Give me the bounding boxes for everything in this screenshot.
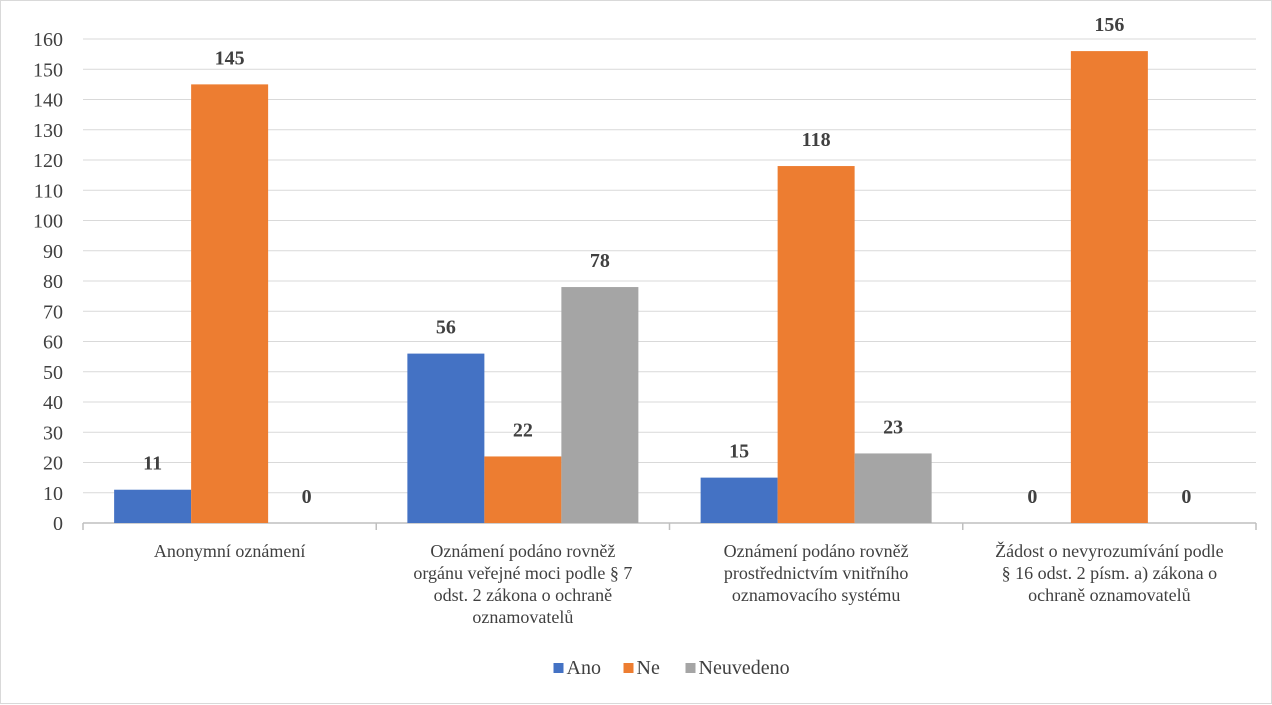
- y-tick-label: 80: [43, 271, 63, 293]
- data-label: 15: [729, 441, 749, 463]
- bar-ne: [484, 456, 562, 523]
- y-tick-label: 130: [33, 120, 63, 142]
- bar-ne: [1070, 51, 1148, 523]
- data-label: 0: [302, 486, 312, 508]
- bar-ano: [114, 489, 192, 523]
- y-tick-label: 90: [43, 241, 63, 263]
- x-category-label: prostřednictvím vnitřního: [724, 563, 908, 583]
- legend-swatch-ne: [623, 663, 634, 673]
- y-tick-label: 40: [43, 392, 63, 414]
- data-label: 0: [1027, 486, 1037, 508]
- x-category-label: orgánu veřejné moci podle § 7: [413, 563, 632, 583]
- data-label: 118: [802, 129, 831, 151]
- data-label: 23: [883, 416, 903, 438]
- y-tick-label: 150: [33, 59, 63, 81]
- y-tick-label: 70: [43, 301, 63, 323]
- y-tick-label: 100: [33, 211, 63, 233]
- y-tick-label: 20: [43, 453, 63, 475]
- y-tick-label: 60: [43, 332, 63, 354]
- x-category-label: Oznámení podáno rovněž: [430, 541, 615, 561]
- legend-label: Neuvedeno: [699, 657, 790, 679]
- legend-swatch-ano: [553, 663, 564, 673]
- data-label: 11: [143, 453, 162, 475]
- data-label: 156: [1094, 14, 1124, 36]
- x-category-label: oznamovatelů: [472, 607, 573, 627]
- y-tick-label: 0: [53, 513, 63, 535]
- y-tick-label: 110: [34, 180, 63, 202]
- legend-label: Ano: [567, 657, 601, 679]
- x-category-label: odst. 2 zákona o ochraně: [434, 585, 612, 605]
- legend-label: Ne: [637, 657, 660, 679]
- x-category-label: § 16 odst. 2 písm. a) zákona o: [1002, 563, 1217, 584]
- y-tick-label: 30: [43, 422, 63, 444]
- bar-ne: [191, 84, 269, 523]
- legend-swatch-neuvedeno: [685, 663, 696, 673]
- bar-ne: [777, 166, 855, 524]
- bar-neuvedeno: [854, 453, 932, 523]
- bar-ano: [700, 477, 778, 523]
- x-category-label: Oznámení podáno rovněž: [724, 541, 909, 561]
- x-category-label: oznamovacího systému: [732, 585, 900, 605]
- y-tick-label: 160: [33, 29, 63, 51]
- bar-ano: [407, 353, 485, 523]
- x-category-label: ochraně oznamovatelů: [1028, 585, 1190, 605]
- data-label: 56: [436, 317, 456, 339]
- y-tick-label: 120: [33, 150, 63, 172]
- y-tick-label: 140: [33, 90, 63, 112]
- y-tick-label: 50: [43, 362, 63, 384]
- data-label: 145: [215, 47, 245, 69]
- x-category-label: Žádost o nevyrozumívání podle: [995, 540, 1223, 561]
- bar-neuvedeno: [561, 287, 639, 523]
- data-label: 0: [1181, 486, 1191, 508]
- x-category-label: Anonymní oznámení: [154, 541, 305, 561]
- data-label: 78: [590, 250, 610, 272]
- data-label: 22: [513, 419, 533, 441]
- y-tick-label: 10: [43, 483, 63, 505]
